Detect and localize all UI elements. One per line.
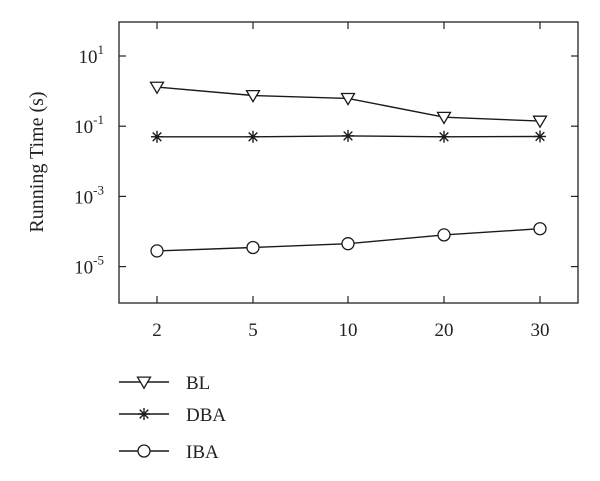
y-tick-label: 101 [79,42,105,68]
data-point-dba [247,130,259,143]
series-iba [150,222,547,258]
legend-marker-iba [137,444,151,458]
data-point-bl [245,89,261,103]
data-point-dba [534,130,546,143]
y-axis-label: Running Time (s) [26,91,48,232]
data-point-dba [151,130,163,143]
y-axis: 101 10-1 10-3 10-5 [74,42,578,279]
data-point-bl [149,81,165,95]
data-point-iba [437,228,451,242]
series-bl [149,81,548,129]
plot-frame [118,21,579,304]
legend: BL DBA IBA [119,373,226,463]
data-point-dba [342,129,354,142]
series-dba [151,129,546,143]
data-point-bl [340,92,356,106]
x-tick-label: 10 [339,320,358,341]
legend-marker-dba [138,408,150,420]
x-tick-label: 2 [152,320,162,341]
data-point-iba [341,237,355,251]
data-point-iba [246,240,260,255]
x-tick-label: 5 [248,320,258,341]
data-point-bl [532,115,548,129]
x-tick-label: 30 [531,320,550,341]
data-point-iba [533,222,547,236]
legend-label-iba: IBA [186,442,219,463]
data-point-dba [438,130,450,143]
legend-marker-bl [136,376,152,390]
x-axis: 2 5 10 20 30 [152,22,550,341]
x-tick-label: 20 [435,320,454,341]
legend-label-dba: DBA [186,405,226,426]
y-tick-label: 10-5 [74,253,104,279]
data-point-iba [150,244,164,258]
data-point-bl [436,111,452,125]
y-tick-label: 10-3 [74,182,104,208]
legend-label-bl: BL [186,373,210,394]
y-tick-label: 10-1 [74,112,104,138]
series-layer [149,81,548,258]
